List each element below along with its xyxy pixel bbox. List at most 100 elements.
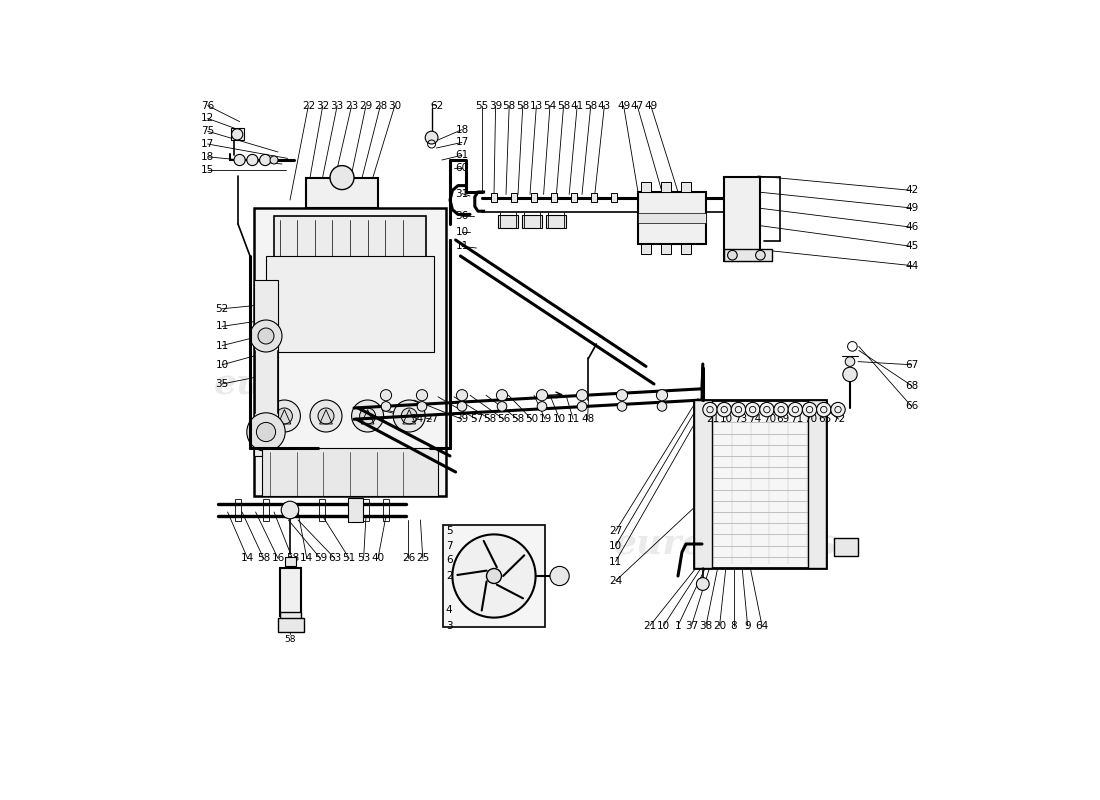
Text: eurospares: eurospares [614, 527, 838, 561]
Text: 8: 8 [730, 621, 737, 630]
Bar [510, 193, 517, 202]
Text: 21: 21 [644, 621, 657, 630]
Text: 4: 4 [446, 605, 452, 614]
Text: 61: 61 [455, 150, 469, 160]
Circle shape [497, 402, 507, 411]
Circle shape [843, 367, 857, 382]
Bar [834, 538, 858, 556]
Circle shape [382, 402, 390, 411]
Bar [254, 280, 278, 456]
Text: 6: 6 [446, 555, 452, 565]
Bar [498, 215, 518, 228]
Bar [278, 618, 304, 632]
Bar [522, 215, 542, 228]
Text: 1: 1 [674, 621, 681, 630]
Circle shape [426, 131, 438, 144]
Text: 12: 12 [201, 114, 214, 123]
Circle shape [616, 390, 628, 401]
Bar [319, 499, 326, 521]
Circle shape [246, 154, 258, 166]
Text: 60: 60 [455, 163, 469, 173]
Text: 15: 15 [201, 165, 214, 174]
Text: 27: 27 [609, 526, 623, 536]
Text: 13: 13 [530, 101, 543, 110]
Text: 52: 52 [216, 304, 229, 314]
Text: 47: 47 [630, 101, 644, 110]
Text: 46: 46 [905, 222, 918, 232]
Text: 72: 72 [833, 414, 846, 424]
Bar [725, 177, 760, 261]
Text: 43: 43 [597, 101, 611, 110]
Circle shape [258, 328, 274, 344]
Text: 70: 70 [804, 414, 817, 424]
Text: 24: 24 [609, 576, 623, 586]
Text: 58: 58 [503, 101, 516, 110]
Text: 14: 14 [241, 554, 254, 563]
Circle shape [657, 390, 668, 401]
Text: 11: 11 [609, 557, 623, 566]
Bar [263, 499, 270, 521]
Text: 74: 74 [748, 414, 761, 424]
Text: 58: 58 [584, 101, 597, 110]
Text: 58: 58 [257, 554, 271, 563]
Circle shape [250, 320, 282, 352]
Text: 73: 73 [735, 414, 748, 424]
Circle shape [717, 402, 732, 417]
Text: 33: 33 [331, 101, 344, 110]
Text: 3: 3 [446, 621, 452, 630]
Text: 35: 35 [216, 379, 229, 389]
Text: 53: 53 [358, 554, 371, 563]
Bar [285, 557, 296, 566]
Text: 28: 28 [374, 101, 387, 110]
Bar [681, 244, 691, 254]
Text: 49: 49 [905, 203, 918, 213]
Bar [280, 568, 301, 616]
Text: 25: 25 [416, 554, 429, 563]
Text: 50: 50 [525, 414, 538, 424]
Text: 10: 10 [553, 414, 566, 424]
Text: 45: 45 [905, 242, 918, 251]
Text: 10: 10 [657, 621, 670, 630]
Circle shape [703, 402, 717, 417]
Text: 31: 31 [455, 189, 469, 198]
Text: 48: 48 [581, 414, 594, 424]
Text: 71: 71 [791, 414, 804, 424]
Circle shape [270, 156, 278, 164]
Circle shape [537, 402, 547, 411]
Text: 11: 11 [455, 242, 469, 251]
Circle shape [774, 402, 789, 417]
Text: 11: 11 [566, 414, 580, 424]
Text: 44: 44 [905, 261, 918, 270]
Text: 76: 76 [201, 101, 214, 110]
Circle shape [393, 400, 426, 432]
Bar [234, 499, 241, 521]
Circle shape [417, 390, 428, 401]
Text: 23: 23 [345, 101, 359, 110]
Bar [725, 249, 772, 261]
Text: 41: 41 [571, 101, 584, 110]
Text: 14: 14 [300, 554, 313, 563]
Text: 67: 67 [905, 360, 918, 370]
Text: 58: 58 [516, 101, 529, 110]
Bar [610, 193, 617, 202]
Text: 11: 11 [216, 322, 229, 331]
Circle shape [417, 402, 427, 411]
Circle shape [760, 402, 774, 417]
Bar [638, 213, 706, 223]
Circle shape [696, 578, 710, 590]
Text: eurospares: eurospares [214, 367, 438, 401]
Text: 63: 63 [328, 554, 341, 563]
Text: 58: 58 [286, 554, 299, 563]
Circle shape [756, 250, 766, 260]
Circle shape [381, 390, 392, 401]
Circle shape [456, 390, 468, 401]
Circle shape [330, 166, 354, 190]
Circle shape [732, 402, 746, 417]
Circle shape [318, 408, 334, 424]
Text: 10: 10 [455, 227, 469, 237]
Text: 65: 65 [818, 414, 832, 424]
Circle shape [550, 566, 569, 586]
Text: 40: 40 [372, 554, 385, 563]
Text: 49: 49 [645, 101, 658, 110]
Text: 54: 54 [543, 101, 557, 110]
